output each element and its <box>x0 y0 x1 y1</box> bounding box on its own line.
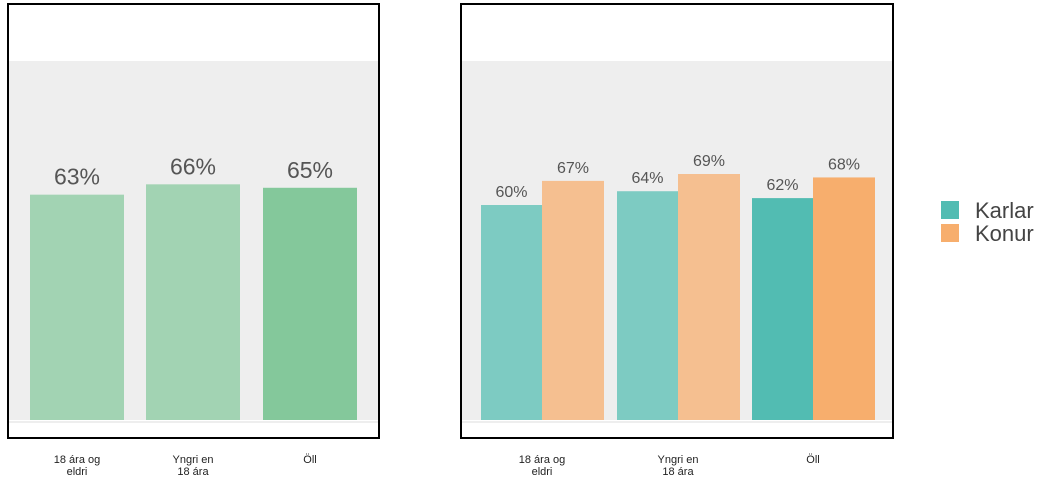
panel-border <box>7 3 380 439</box>
data-label: 63% <box>54 164 100 190</box>
legend-swatch <box>941 201 959 219</box>
data-label: 67% <box>557 160 589 177</box>
bar-konur <box>678 174 740 420</box>
data-label: 66% <box>170 153 216 179</box>
x-tick-label: Öll <box>806 454 819 466</box>
bar <box>263 187 357 420</box>
panel-border <box>460 3 894 439</box>
bar-karlar <box>752 198 813 420</box>
bar-konur <box>813 177 875 420</box>
data-label: 62% <box>766 177 798 194</box>
data-label: 64% <box>631 170 663 187</box>
bar <box>30 194 124 420</box>
data-label: 60% <box>495 184 527 201</box>
x-tick-label: Yngri en 18 ára <box>173 454 214 478</box>
panel-overall: 63% 66% 65% 18 ára og eldri Yngri en 18 ára Öll <box>7 3 380 478</box>
data-label: 68% <box>828 156 860 173</box>
data-label: 65% <box>287 157 333 183</box>
panel-by-gender: 60% 67% 64% 69% 62% 68% 18 ára og eldri Yngri en… <box>460 3 894 478</box>
x-tick-label: Öll <box>303 454 316 466</box>
bar-karlar <box>481 205 542 420</box>
legend-swatch <box>941 224 959 242</box>
bar-karlar <box>617 191 678 420</box>
legend-label: Konur <box>975 221 1034 246</box>
x-tick-label: Yngri en 18 ára <box>658 454 699 478</box>
x-tick-label: 18 ára og eldri <box>54 454 100 478</box>
data-label: 69% <box>693 153 725 170</box>
bar-konur <box>542 180 604 420</box>
legend-label: Karlar <box>975 198 1034 223</box>
bar <box>146 184 240 420</box>
x-tick-label: 18 ára og eldri <box>519 454 565 478</box>
